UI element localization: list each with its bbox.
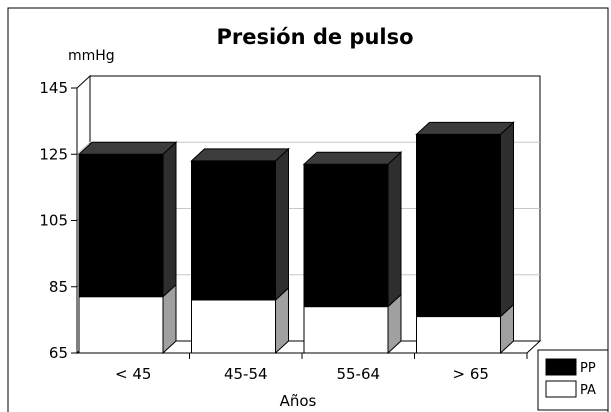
- bar-pp-side: [162, 141, 177, 298]
- legend-label-pa: PA: [580, 383, 596, 398]
- chart-border: [7, 7, 609, 412]
- y-tick-label: 105: [39, 212, 68, 230]
- bar-pp-front: [303, 163, 389, 308]
- bar-pa-front: [191, 299, 276, 354]
- x-tick-label: 45-54: [224, 365, 268, 383]
- y-axis-unit-label: mmHg: [68, 48, 115, 64]
- x-tick-label: 55-64: [336, 365, 380, 383]
- bar-pp-side: [275, 147, 289, 302]
- bar-pp-top: [77, 141, 178, 155]
- bar-pp-front: [191, 160, 276, 301]
- y-tick-label: 85: [49, 278, 68, 296]
- y-tick-label: 65: [49, 344, 68, 362]
- legend-swatch-pa: [545, 380, 577, 398]
- x-tick-label: > 65: [453, 365, 489, 383]
- legend-swatch-pp: [545, 358, 577, 376]
- bar-pp-front: [416, 133, 501, 318]
- chart-title: Presión de pulso: [216, 25, 413, 49]
- legend-label-pp: PP: [580, 361, 596, 376]
- legend: PP PA: [537, 349, 609, 411]
- x-axis-label: Años: [280, 392, 317, 410]
- y-tick-label: 145: [39, 79, 68, 97]
- bar-pp-top: [415, 121, 515, 135]
- gridline-side: [76, 141, 91, 155]
- bar-pp-top: [190, 148, 290, 162]
- bar-pp-side: [500, 121, 514, 318]
- bar-pp-top: [302, 151, 403, 165]
- bar-pa-front: [416, 316, 501, 354]
- bar-pp-side: [387, 151, 402, 308]
- bar-pa-front: [78, 296, 164, 354]
- x-tick-label: < 45: [115, 365, 151, 383]
- y-tick-label: 125: [39, 145, 68, 163]
- plot-area: 65 85 105 125 145 < 45 45-54 55-64 > 65: [39, 74, 542, 383]
- bar-pp-front: [78, 153, 164, 298]
- bar-pa-front: [303, 306, 389, 354]
